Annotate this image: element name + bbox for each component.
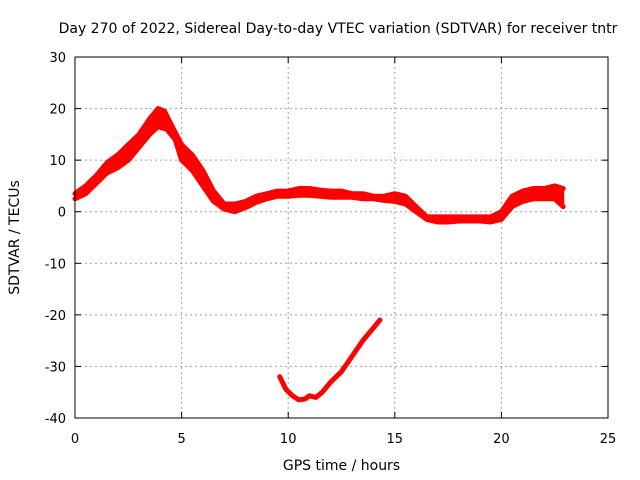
chart-title: Day 270 of 2022, Sidereal Day-to-day VTE…	[59, 21, 618, 37]
y-axis-title: SDTVAR / TECUs	[7, 180, 23, 295]
series-layer	[72, 106, 566, 403]
series-band-fill	[74, 107, 565, 224]
x-tick-label: 5	[177, 432, 185, 447]
x-tick-label: 15	[387, 432, 404, 447]
x-tick-label: 0	[71, 432, 79, 447]
plot-frame	[74, 56, 609, 419]
series-line-isolated-arc	[277, 317, 383, 403]
series-line-lower-band	[72, 124, 566, 225]
y-tick-label: -40	[45, 412, 66, 427]
y-tick-label: -20	[45, 309, 66, 324]
x-tick-label: 20	[493, 432, 510, 447]
y-tick-label: 30	[49, 51, 66, 66]
y-tick-label: -10	[45, 257, 66, 272]
tick-layer: 0 5 10 15 20 25 -40 -30 -20 -10 0 10 20 30	[45, 51, 617, 447]
y-tick-label: 10	[49, 154, 66, 169]
y-tick-label: 20	[49, 103, 66, 118]
y-tick-label: 0	[58, 206, 66, 221]
grid-layer	[75, 57, 608, 418]
x-axis-title: GPS time / hours	[283, 458, 400, 474]
x-tick-label: 25	[600, 432, 617, 447]
x-tick-label: 10	[280, 432, 297, 447]
y-tick-label: -30	[45, 360, 66, 375]
